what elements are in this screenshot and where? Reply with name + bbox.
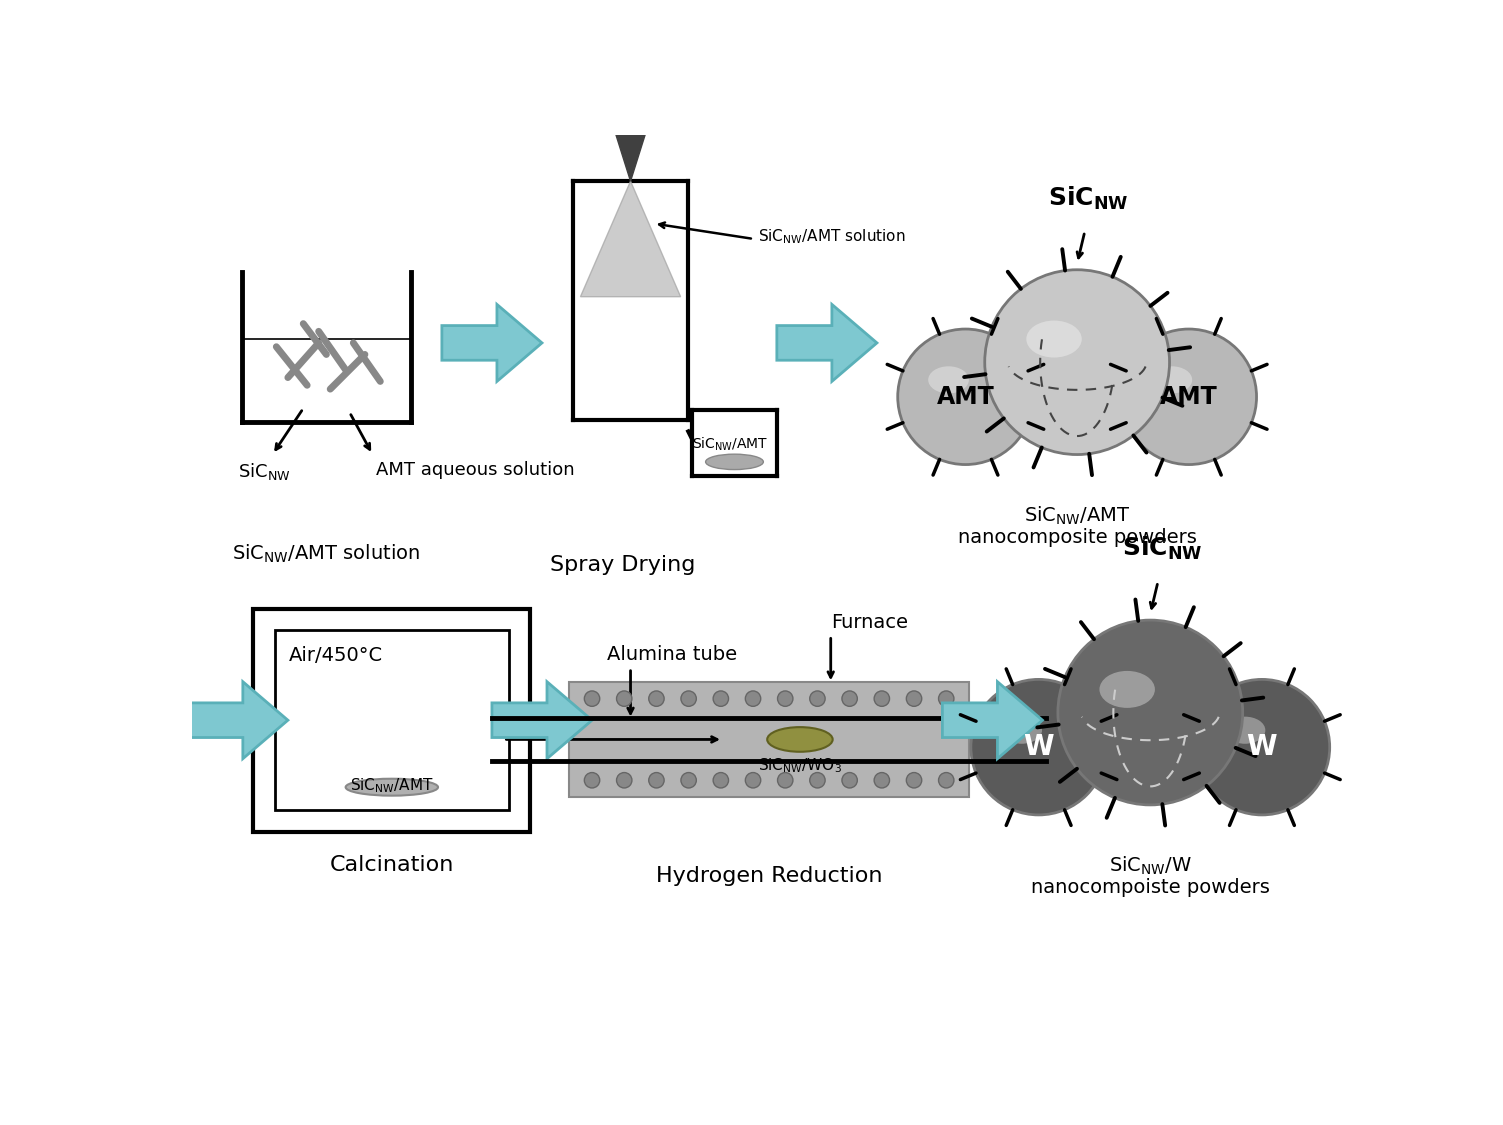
Text: Hydrogen Reduction: Hydrogen Reduction <box>655 866 882 886</box>
Circle shape <box>712 691 729 706</box>
Text: $\mathrm{SiC_{NW}}$/AMT: $\mathrm{SiC_{NW}}$/AMT <box>693 435 770 453</box>
Text: Air/450°C: Air/450°C <box>289 646 383 665</box>
Text: Calcination: Calcination <box>329 855 454 875</box>
Ellipse shape <box>346 778 437 795</box>
Circle shape <box>681 691 696 706</box>
Circle shape <box>649 773 664 788</box>
Circle shape <box>777 691 794 706</box>
Polygon shape <box>491 682 592 758</box>
Text: $\mathrm{SiC_{NW}}$/W: $\mathrm{SiC_{NW}}$/W <box>1109 855 1192 878</box>
Text: AMT: AMT <box>1160 385 1217 408</box>
Polygon shape <box>580 181 681 297</box>
Circle shape <box>777 773 794 788</box>
Circle shape <box>897 328 1033 465</box>
Ellipse shape <box>929 367 969 394</box>
Text: Alumina tube: Alumina tube <box>607 645 738 664</box>
Polygon shape <box>613 127 648 181</box>
Circle shape <box>906 773 921 788</box>
Polygon shape <box>442 305 543 381</box>
Circle shape <box>712 773 729 788</box>
Text: $\mathrm{SiC_{NW}/WO_3}$: $\mathrm{SiC_{NW}/WO_3}$ <box>758 756 842 775</box>
Circle shape <box>971 680 1106 814</box>
Text: nanocompoiste powders: nanocompoiste powders <box>1031 878 1270 897</box>
Ellipse shape <box>767 727 833 752</box>
Circle shape <box>1195 680 1330 814</box>
Text: AMT: AMT <box>936 385 995 408</box>
Circle shape <box>810 773 825 788</box>
Circle shape <box>585 773 600 788</box>
Polygon shape <box>777 305 876 381</box>
Circle shape <box>938 773 954 788</box>
Text: $\mathrm{SiC_{NW}}$/AMT solution: $\mathrm{SiC_{NW}}$/AMT solution <box>758 227 905 246</box>
Text: $\mathrm{SiC_{NW}}$: $\mathrm{SiC_{NW}}$ <box>239 461 292 482</box>
Circle shape <box>842 773 857 788</box>
Text: $\mathrm{SiC_{NW}}$/AMT: $\mathrm{SiC_{NW}}$/AMT <box>350 776 434 795</box>
Text: nanocomposite powders: nanocomposite powders <box>957 528 1196 547</box>
Circle shape <box>616 773 631 788</box>
Circle shape <box>984 270 1169 454</box>
Ellipse shape <box>1225 717 1266 744</box>
Text: AMT aqueous solution: AMT aqueous solution <box>376 461 576 479</box>
Circle shape <box>1121 328 1257 465</box>
Circle shape <box>745 773 761 788</box>
Circle shape <box>875 691 890 706</box>
Circle shape <box>938 691 954 706</box>
Bar <box>253 609 531 831</box>
Text: $\mathbf{SiC_{NW}}$: $\mathbf{SiC_{NW}}$ <box>1121 536 1202 562</box>
Text: $\mathrm{H_2}$: $\mathrm{H_2}$ <box>496 712 520 734</box>
Circle shape <box>875 773 890 788</box>
Ellipse shape <box>1151 367 1192 394</box>
Text: Furnace: Furnace <box>831 613 908 631</box>
Text: W: W <box>1024 734 1054 762</box>
Text: $\mathrm{SiC_{NW}}$/AMT solution: $\mathrm{SiC_{NW}}$/AMT solution <box>233 543 421 566</box>
Ellipse shape <box>705 455 764 469</box>
Text: Spray Drying: Spray Drying <box>550 555 696 575</box>
Circle shape <box>649 691 664 706</box>
Circle shape <box>906 691 921 706</box>
Circle shape <box>842 691 857 706</box>
Bar <box>275 630 510 810</box>
Circle shape <box>616 691 631 706</box>
Circle shape <box>810 691 825 706</box>
Text: W: W <box>1246 734 1278 762</box>
Text: $\mathrm{SiC_{NW}}$/AMT: $\mathrm{SiC_{NW}}$/AMT <box>1024 505 1130 526</box>
Ellipse shape <box>1100 670 1154 708</box>
Ellipse shape <box>1027 321 1082 358</box>
Polygon shape <box>188 682 289 758</box>
Bar <box>570 682 969 798</box>
Text: $\mathbf{SiC_{NW}}$: $\mathbf{SiC_{NW}}$ <box>1049 184 1129 212</box>
Text: 800°C: 800°C <box>983 716 1039 734</box>
Circle shape <box>1058 620 1243 804</box>
Circle shape <box>745 691 761 706</box>
Polygon shape <box>942 682 1043 758</box>
Circle shape <box>681 773 696 788</box>
Ellipse shape <box>1001 717 1042 744</box>
Circle shape <box>585 691 600 706</box>
